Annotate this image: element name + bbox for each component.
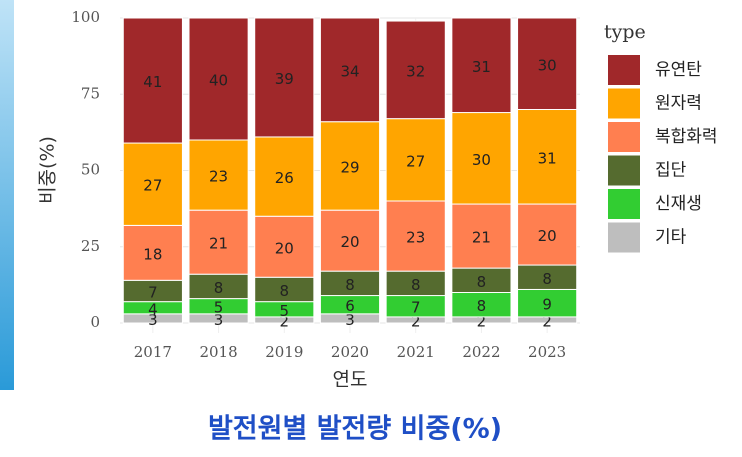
value-label: 34 — [340, 62, 359, 80]
y-tick-label: 100 — [71, 8, 100, 26]
value-label: 8 — [411, 276, 421, 294]
legend-label: 유연탄 — [655, 60, 702, 80]
value-label: 8 — [280, 282, 290, 300]
y-tick-label: 0 — [90, 313, 100, 331]
legend-label: 집단 — [655, 161, 687, 181]
value-label: 27 — [143, 177, 162, 195]
value-label: 20 — [538, 227, 557, 245]
x-tick-label: 2023 — [528, 343, 566, 361]
value-label: 21 — [472, 229, 491, 247]
value-label: 8 — [542, 270, 552, 288]
value-label: 8 — [477, 273, 487, 291]
legend-swatch — [608, 122, 640, 152]
legend-swatch — [608, 156, 640, 186]
page: 비중(%) 연도 발전원별 발전량 비중(%) type 02550751003… — [0, 0, 742, 457]
value-label: 18 — [143, 245, 162, 263]
value-label: 29 — [340, 158, 359, 176]
value-label: 8 — [214, 279, 224, 297]
x-tick-label: 2019 — [265, 343, 303, 361]
value-label: 26 — [275, 169, 294, 187]
value-label: 21 — [209, 235, 228, 253]
value-label: 7 — [411, 299, 421, 317]
value-label: 23 — [209, 168, 228, 186]
value-label: 23 — [406, 229, 425, 247]
legend-swatch — [608, 223, 640, 253]
x-tick-label: 2022 — [462, 343, 500, 361]
value-label: 30 — [472, 151, 491, 169]
legend-label: 복합화력 — [655, 127, 718, 147]
value-label: 20 — [275, 239, 294, 257]
side-image — [0, 0, 14, 390]
value-label: 5 — [280, 302, 290, 320]
value-label: 20 — [340, 233, 359, 251]
legend-swatch — [608, 189, 640, 219]
value-label: 7 — [148, 283, 158, 301]
x-tick-label: 2020 — [331, 343, 369, 361]
x-tick-label: 2018 — [199, 343, 237, 361]
value-label: 40 — [209, 72, 228, 90]
value-label: 30 — [538, 56, 557, 74]
legend-title: type — [604, 21, 646, 43]
y-tick-label: 50 — [81, 161, 100, 179]
value-label: 41 — [143, 73, 162, 91]
value-label: 8 — [477, 297, 487, 315]
value-label: 4 — [148, 300, 158, 318]
value-label: 31 — [472, 58, 491, 76]
value-label: 27 — [406, 152, 425, 170]
legend-label: 원자력 — [655, 94, 702, 114]
value-label: 9 — [542, 296, 552, 314]
y-tick-label: 25 — [81, 237, 100, 255]
x-axis-title: 연도 — [333, 369, 368, 391]
value-label: 8 — [345, 276, 355, 294]
chart-title: 발전원별 발전량 비중(%) — [208, 414, 502, 445]
y-axis-title: 비중(%) — [37, 136, 59, 204]
legend-label: 신재생 — [655, 194, 702, 214]
legend-label: 기타 — [655, 228, 687, 248]
legend-swatch — [608, 89, 640, 119]
value-label: 5 — [214, 299, 224, 317]
value-label: 6 — [345, 297, 355, 315]
x-tick-label: 2017 — [134, 343, 172, 361]
y-tick-label: 75 — [81, 84, 100, 102]
value-label: 31 — [538, 149, 557, 167]
x-tick-label: 2021 — [397, 343, 435, 361]
chart: 비중(%) 연도 발전원별 발전량 비중(%) type 02550751003… — [0, 0, 742, 453]
value-label: 32 — [406, 62, 425, 80]
legend-swatch — [608, 55, 640, 85]
value-label: 39 — [275, 70, 294, 88]
